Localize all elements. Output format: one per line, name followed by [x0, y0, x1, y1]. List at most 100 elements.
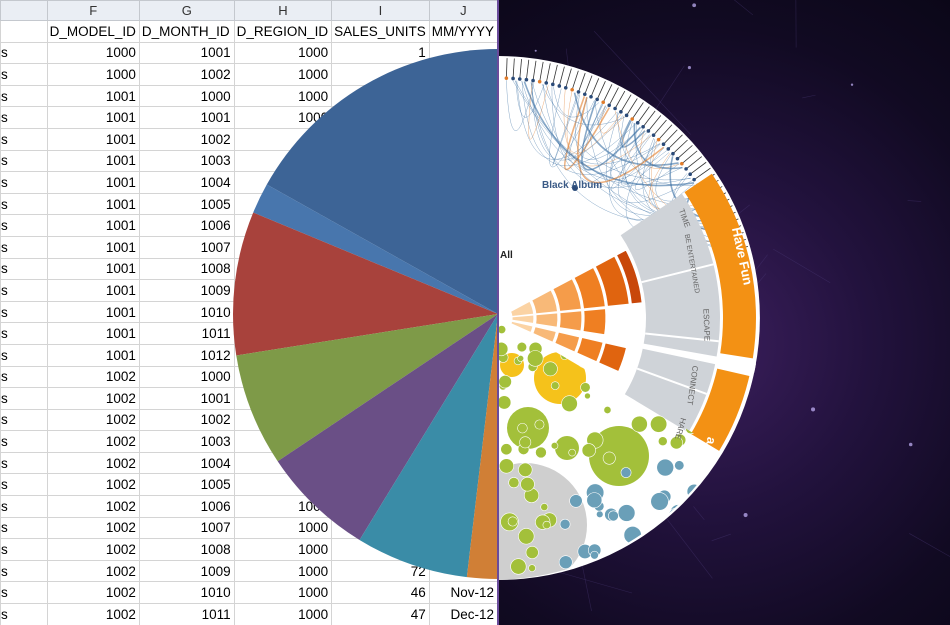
- bubble: [559, 518, 571, 530]
- network-node: [601, 100, 606, 105]
- network-spoke: [685, 156, 703, 170]
- cell[interactable]: 1001: [46, 257, 140, 281]
- pie-slice: [236, 314, 498, 462]
- bubble: [674, 460, 685, 471]
- column-letter[interactable]: G: [138, 0, 235, 21]
- cell[interactable]: 1004: [138, 451, 235, 475]
- cell[interactable]: 1005: [138, 192, 235, 216]
- network-node: [563, 85, 568, 90]
- bubble: [710, 566, 720, 576]
- network-node: [589, 94, 593, 99]
- network-edge: [597, 105, 608, 125]
- cell[interactable]: 1002: [46, 603, 140, 625]
- bubble: [516, 341, 528, 353]
- cell[interactable]: Nov-12: [428, 581, 498, 605]
- bubble: [520, 477, 535, 492]
- network-spoke: [584, 75, 593, 95]
- cell[interactable]: 1000: [138, 365, 235, 389]
- bubble: [640, 538, 650, 549]
- bubble: [712, 510, 722, 520]
- ring-segment: [531, 325, 558, 344]
- bubble: [668, 507, 685, 524]
- cell[interactable]: 1002: [46, 430, 140, 453]
- cell[interactable]: 1006: [138, 214, 235, 237]
- cell[interactable]: 1002: [138, 63, 235, 86]
- network-edge: [579, 103, 648, 184]
- cell[interactable]: 1001: [46, 279, 140, 302]
- cell[interactable]: 1001: [46, 171, 140, 194]
- cell[interactable]: 1001: [46, 84, 140, 108]
- cell[interactable]: 1001: [46, 106, 140, 129]
- bubble: [558, 555, 573, 570]
- cell[interactable]: 1001: [138, 106, 235, 129]
- column-letter[interactable]: J: [428, 0, 498, 21]
- cell[interactable]: 1000: [233, 106, 333, 129]
- star: [534, 49, 537, 52]
- bubble: [650, 492, 669, 511]
- cell[interactable]: 1004: [138, 171, 235, 194]
- cell[interactable]: 1000: [138, 84, 235, 108]
- network-spoke: [653, 119, 667, 136]
- cell[interactable]: 1003: [138, 149, 235, 173]
- bubble: [602, 451, 616, 465]
- star: [810, 407, 816, 412]
- network-node: [630, 117, 635, 121]
- network-node: [680, 161, 684, 166]
- network-spoke: [642, 110, 656, 128]
- cell[interactable]: 1002: [138, 127, 235, 151]
- cell[interactable]: 1001: [46, 322, 140, 345]
- cell[interactable]: 1001: [138, 387, 235, 410]
- cell[interactable]: 1005: [138, 473, 235, 497]
- network-edge: [542, 84, 660, 165]
- cell[interactable]: 1001: [46, 149, 140, 173]
- ring-segment: [575, 336, 604, 363]
- column-letter[interactable]: I: [331, 0, 430, 21]
- cell[interactable]: 1000: [233, 581, 333, 605]
- cell[interactable]: 1001: [46, 214, 140, 237]
- bubble: [500, 443, 513, 456]
- field-name-cell[interactable]: MM/YYYY: [428, 20, 498, 43]
- network-spoke: [663, 129, 678, 145]
- network-spoke: [532, 60, 537, 81]
- network-node: [537, 79, 542, 84]
- bubble: [498, 458, 515, 474]
- cell[interactable]: 1001: [46, 192, 140, 216]
- cell[interactable]: s: [0, 171, 48, 194]
- bubble: [540, 503, 549, 511]
- cell[interactable]: s: [0, 214, 48, 237]
- column-letter[interactable]: H: [233, 0, 333, 21]
- network-node: [656, 137, 661, 142]
- bubble: [527, 350, 544, 367]
- cell[interactable]: 1011: [138, 603, 235, 625]
- bubble: [543, 361, 558, 377]
- bubble: [550, 381, 560, 390]
- star: [692, 3, 697, 8]
- bubble: [656, 458, 675, 477]
- star: [687, 66, 691, 70]
- cell[interactable]: s: [0, 149, 48, 173]
- bubble: [507, 407, 549, 449]
- ring-segment: [553, 331, 581, 353]
- table-row: s 1000 1001 1000 1: [0, 41, 498, 65]
- column-letter[interactable]: F: [46, 0, 140, 21]
- bubble: [542, 520, 551, 530]
- cell[interactable]: 1011: [138, 322, 235, 345]
- radial-visualization: Black Album All Have Fun a TIME BE ENTER…: [498, 56, 760, 580]
- bubble: [660, 558, 679, 576]
- pie-slice: [277, 314, 498, 540]
- network-node: [651, 133, 656, 138]
- network-node: [692, 177, 696, 182]
- cell[interactable]: 1012: [138, 343, 235, 367]
- cell[interactable]: 1010: [138, 300, 235, 324]
- cell[interactable]: 1000: [233, 495, 333, 518]
- network-node: [544, 81, 549, 85]
- bubble: [603, 406, 612, 414]
- cell[interactable]: 72: [331, 559, 430, 583]
- network-edge: [581, 100, 642, 171]
- cell[interactable]: 1001: [138, 41, 235, 65]
- cell[interactable]: 1002: [138, 408, 235, 432]
- cell[interactable]: 1001: [46, 127, 140, 151]
- bubble: [676, 565, 694, 580]
- cell[interactable]: 1002: [46, 538, 140, 561]
